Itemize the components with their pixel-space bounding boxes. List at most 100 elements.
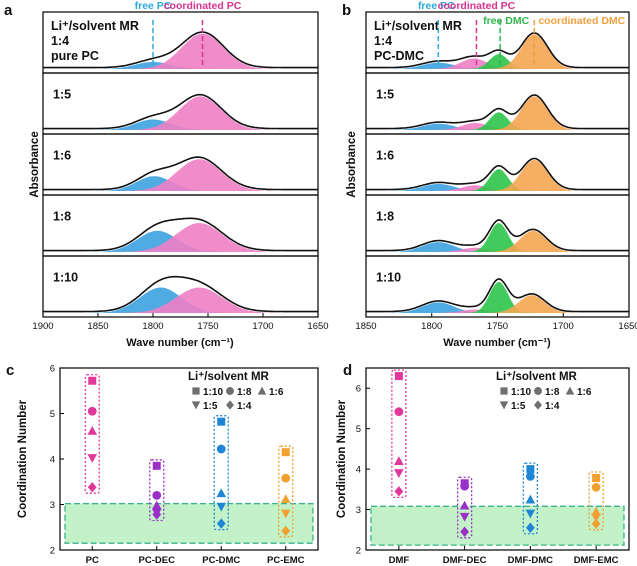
y-tick-label: 6 bbox=[356, 384, 361, 395]
legend-entry-label: 1:10 bbox=[203, 387, 223, 398]
component-band bbox=[366, 282, 629, 313]
legend-entry-label: 1:10 bbox=[511, 387, 531, 398]
marker-circle bbox=[460, 481, 470, 491]
marker-triangle-down bbox=[499, 401, 509, 410]
x-tick-label: 1700 bbox=[252, 321, 273, 332]
legend-entry-label: 1:8 bbox=[237, 387, 252, 398]
ratio-label: 1:10 bbox=[53, 271, 78, 285]
marker-diamond bbox=[226, 400, 234, 410]
fitted-envelope bbox=[366, 219, 629, 252]
ratio-label: 1:8 bbox=[376, 210, 394, 224]
y-axis-label: Coordination Number bbox=[17, 399, 29, 518]
ratio-label: 1:4 bbox=[374, 34, 392, 48]
marker-triangle-up bbox=[257, 386, 267, 395]
legend: Li⁺/solvent MR 1:10 1:8 1:6 1:5 1:4 bbox=[188, 371, 284, 412]
ratio-label: 1:5 bbox=[53, 88, 71, 102]
category-label: PC bbox=[86, 555, 99, 566]
y-tick-label: 2 bbox=[356, 546, 361, 557]
spectrum-row: 1:8 bbox=[365, 194, 630, 257]
marker-square bbox=[526, 465, 535, 474]
marker-diamond bbox=[216, 518, 226, 529]
row-frame bbox=[42, 255, 319, 318]
component-band bbox=[366, 112, 629, 130]
ratio-label: 1:5 bbox=[376, 88, 394, 102]
peak-annotation: free PC bbox=[418, 0, 455, 12]
range-box bbox=[213, 415, 229, 531]
component-band bbox=[366, 169, 629, 191]
marker-triangle-down bbox=[525, 509, 536, 519]
peak-annotation: coordinated PC bbox=[438, 0, 516, 12]
component-band bbox=[366, 62, 629, 69]
component-band bbox=[366, 242, 629, 252]
legend-title: Li⁺/solvent MR bbox=[51, 19, 139, 33]
x-axis-label: Wave number (cm⁻¹) bbox=[443, 337, 551, 349]
peak-annotation: coordinated DMC bbox=[538, 15, 625, 27]
category-label: PC-DEC bbox=[139, 555, 176, 566]
category-label: DMF-DMC bbox=[508, 555, 554, 566]
ratio-label: 1:4 bbox=[51, 34, 69, 48]
spectrum-row: 1:8 bbox=[42, 194, 319, 257]
component-band bbox=[366, 302, 629, 313]
x-tick-label: 1800 bbox=[142, 321, 163, 332]
marker-circle bbox=[525, 471, 535, 481]
marker-triangle-up bbox=[591, 506, 601, 516]
x-tick-label: 1850 bbox=[355, 321, 376, 332]
range-box bbox=[149, 459, 165, 522]
x-tick-label: 1850 bbox=[87, 321, 108, 332]
legend-entry-label: 1:5 bbox=[203, 401, 218, 412]
marker-square bbox=[500, 387, 508, 395]
legend-entry-label: 1:5 bbox=[511, 401, 526, 412]
peak-annotation: coordinated PC bbox=[164, 0, 242, 12]
marker-circle bbox=[216, 444, 226, 454]
panel-letter: d bbox=[343, 362, 352, 379]
marker-triangle-up bbox=[216, 488, 227, 498]
legend-entry-label: 1:8 bbox=[545, 387, 560, 398]
marker-square bbox=[394, 372, 403, 381]
marker-triangle-down bbox=[87, 454, 98, 463]
y-tick-label: 3 bbox=[50, 500, 55, 511]
x-tick-label: 1650 bbox=[307, 321, 328, 332]
fitted-envelope bbox=[43, 275, 318, 313]
legend-entry-label: 1:6 bbox=[269, 387, 284, 398]
category-label: DMF-EMC bbox=[574, 555, 619, 566]
range-box bbox=[84, 374, 100, 494]
marker-triangle-up bbox=[280, 494, 291, 504]
legend-entry-label: 1:6 bbox=[577, 387, 592, 398]
component-band bbox=[366, 223, 629, 252]
legend: Li⁺/solvent MR 1:10 1:8 1:6 1:5 1:4 bbox=[496, 371, 592, 412]
marker-square bbox=[281, 448, 290, 457]
y-tick-label: 4 bbox=[50, 455, 55, 466]
marker-triangle-up bbox=[565, 386, 575, 395]
legend-title: Li⁺/solvent MR bbox=[188, 371, 270, 383]
spectrum-row: 1:10 bbox=[42, 255, 319, 318]
spectrum-row: 1:6 bbox=[365, 133, 630, 196]
marker-circle bbox=[226, 387, 234, 395]
component-band bbox=[43, 96, 318, 130]
marker-circle bbox=[87, 406, 97, 416]
panel-b: b Li⁺/solvent MR1:4PC-DMC 1:5 1:6 1:8 1:10 fre… bbox=[342, 0, 637, 349]
range-box bbox=[278, 445, 294, 538]
marker-triangle-down bbox=[459, 512, 470, 522]
fitted-envelope bbox=[43, 31, 318, 69]
fitted-envelope bbox=[366, 32, 629, 69]
spectrum-row: 1:6 bbox=[42, 133, 319, 196]
marker-triangle-up bbox=[87, 425, 98, 435]
panel-letter: b bbox=[342, 2, 351, 19]
y-tick-label: 3 bbox=[356, 505, 361, 516]
y-axis-label: Absorbance bbox=[346, 131, 358, 197]
legend-entry-label: 1:4 bbox=[237, 401, 252, 412]
marker-diamond bbox=[525, 522, 535, 533]
marker-diamond bbox=[281, 525, 291, 537]
component-band bbox=[366, 54, 629, 69]
y-tick-label: 5 bbox=[356, 424, 361, 435]
ratio-label: 1:6 bbox=[53, 149, 71, 163]
marker-diamond bbox=[394, 486, 404, 497]
category-label: PC-EMC bbox=[267, 555, 305, 566]
legend-title: Li⁺/solvent MR bbox=[496, 371, 578, 383]
marker-triangle-up bbox=[394, 456, 404, 466]
marker-square bbox=[592, 474, 601, 483]
y-tick-label: 4 bbox=[356, 465, 361, 476]
y-axis-label: Coordination Number bbox=[336, 399, 348, 518]
marker-square bbox=[192, 387, 200, 395]
